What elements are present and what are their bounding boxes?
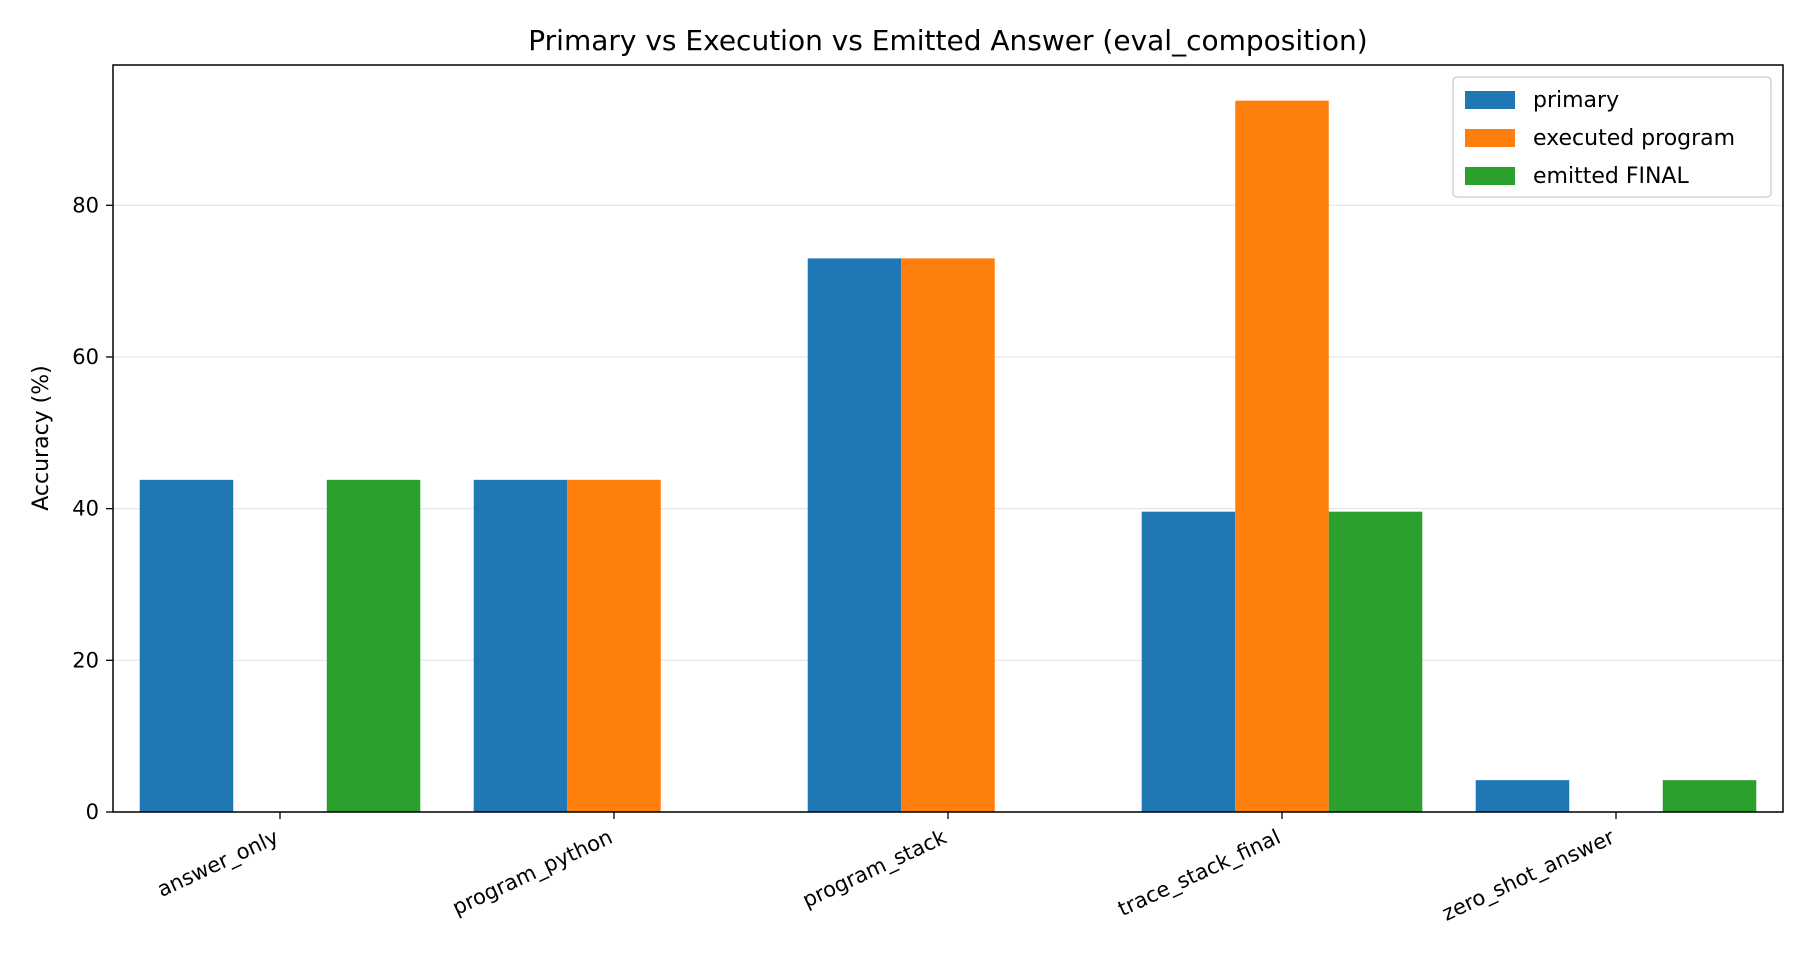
y-tick-label: 80 [72,193,99,217]
x-axis: answer_only program_python program_stack tr… [153,812,1619,927]
bar-executed-program-program-python [567,479,661,812]
x-tick-label: zero_shot_answer [1438,825,1619,927]
bar-primary-program-python [473,479,568,812]
bar-primary-trace-stack-final [1141,511,1236,812]
x-tick-label: program_python [449,825,617,921]
legend-swatch [1465,167,1515,185]
bar-executed-program-trace-stack-final [1235,100,1329,812]
legend-box [1452,76,1772,198]
bar-primary-answer-only [139,479,234,812]
legend-label: emitted FINAL [1533,164,1689,189]
y-tick-label: 40 [72,497,99,521]
y-axis-label: Accuracy (%) [29,365,54,511]
x-tick-label: trace_stack_final [1114,825,1284,922]
bar-emitted-final-zero-shot-answer [1662,780,1757,812]
legend-label: executed program [1533,126,1735,151]
y-tick-label: 60 [72,345,99,369]
legend-label: primary [1533,88,1619,113]
legend-swatch [1465,129,1515,147]
bar-emitted-final-trace-stack-final [1328,511,1423,812]
y-tick-label: 20 [72,648,99,672]
bar-executed-program-program-stack [901,258,995,813]
bar-emitted-final-answer-only [326,479,421,812]
bars [139,100,1757,813]
legend-swatch [1465,91,1515,109]
x-tick-label: program_stack [799,824,952,913]
bar-primary-zero-shot-answer [1475,780,1570,812]
y-tick-label: 0 [86,800,99,824]
x-tick-label: answer_only [153,825,282,903]
chart-title: Primary vs Execution vs Emitted Answer (… [528,24,1367,57]
bar-primary-program-stack [807,258,902,813]
legend: primary executed program emitted FINAL [1452,76,1772,198]
y-axis: 0 20 40 60 80 [72,193,113,824]
